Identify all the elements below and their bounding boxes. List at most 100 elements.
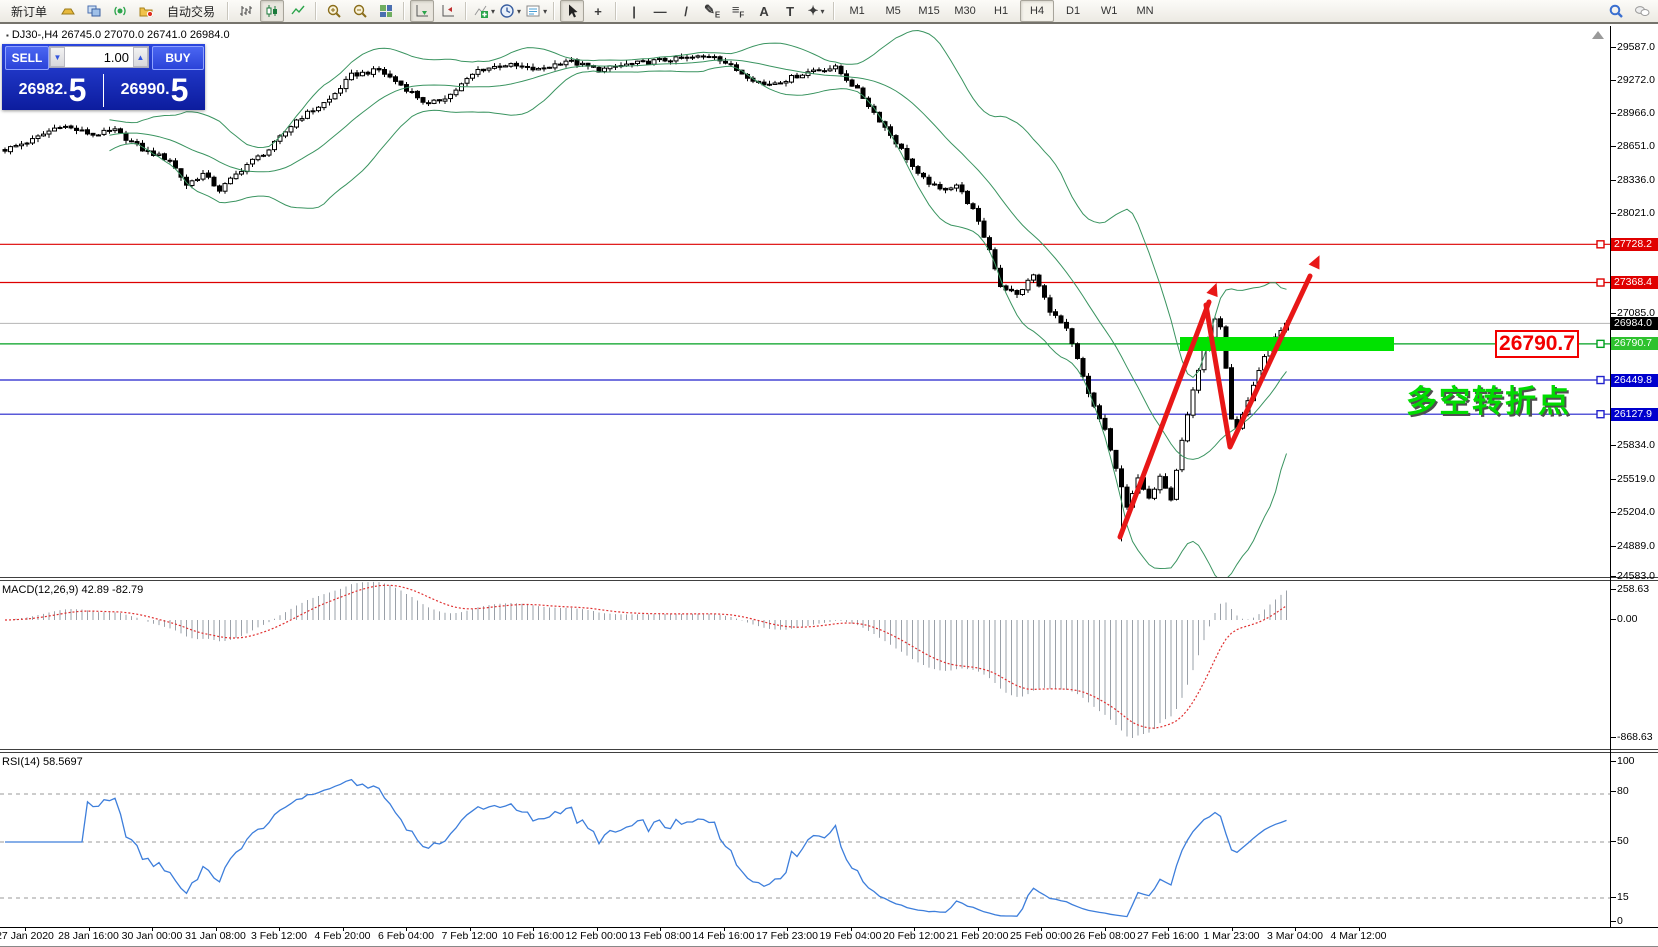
chart-shift-icon[interactable] — [436, 0, 460, 22]
time-tick — [88, 927, 90, 931]
horizontal-line-icon[interactable]: — — [653, 3, 667, 19]
toolbar-separator — [227, 2, 230, 20]
tile-windows-icon[interactable] — [374, 0, 398, 22]
toolbar: 新订单 自动交易 ▾ ▾ ▾ + | — / ✎E ≡F A T ✦ ▾ M1 M5 M15 M30 H1 H4 D1 W1… — [0, 0, 1658, 24]
price-tick: 28336.0 — [1611, 173, 1655, 186]
new-order-button[interactable]: 新订单 — [11, 4, 48, 19]
time-label: 6 Feb 04:00 — [377, 930, 435, 942]
arrows-icon[interactable]: ✦ ▾ — [807, 3, 825, 18]
line-chart-icon[interactable] — [286, 0, 310, 22]
price-tick: 28021.0 — [1611, 207, 1655, 220]
time-tick — [406, 927, 407, 931]
time-tick — [152, 927, 153, 931]
macd-tick: 0.00 — [1610, 613, 1638, 625]
time-label: 25 Feb 00:00 — [1010, 930, 1072, 942]
toolbar-separator — [615, 2, 618, 20]
rsi-splitter[interactable] — [0, 749, 1658, 753]
search-icon[interactable] — [1604, 0, 1628, 22]
time-label: 17 Feb 23:00 — [756, 930, 818, 942]
time-label: 26 Feb 08:00 — [1073, 930, 1136, 942]
ingot-icon[interactable] — [56, 0, 80, 22]
timeframe-m30-button[interactable]: M30 — [954, 5, 976, 17]
volume-decrease-button[interactable]: ▼ — [50, 47, 65, 67]
timeframe-mn-button[interactable]: MN — [1136, 5, 1154, 17]
sell-button[interactable]: SELL — [5, 46, 49, 70]
turning-point-annotation[interactable]: 多空转折点 — [1406, 384, 1571, 419]
price-level-label: 26127.9 — [1611, 407, 1658, 421]
trendline-icon[interactable]: / — [684, 3, 688, 19]
crosshair-icon[interactable]: + — [594, 3, 602, 19]
dropdown-caret-icon[interactable]: ▾ — [543, 6, 548, 16]
time-tick — [469, 927, 471, 931]
timeframe-d1-button[interactable]: D1 — [1066, 5, 1081, 17]
toolbar-separator — [553, 2, 556, 20]
macd-splitter[interactable] — [0, 577, 1658, 581]
time-label: 3 Mar 04:00 — [1266, 930, 1324, 942]
timeframe-m5-button[interactable]: M5 — [885, 5, 901, 17]
time-tick — [977, 927, 979, 931]
cursor-icon[interactable] — [560, 0, 585, 22]
terminals-icon[interactable] — [82, 0, 106, 22]
rsi-tick: 0 — [1611, 915, 1623, 927]
time-label: 3 Feb 12:00 — [250, 930, 308, 942]
text-icon[interactable]: A — [759, 3, 769, 19]
equidistant-channel-icon[interactable]: ✎E — [703, 2, 721, 20]
timeframe-h1-button[interactable]: H1 — [994, 5, 1009, 17]
time-label: 30 Jan 00:00 — [121, 930, 183, 942]
symbol-bullet-icon: ▪ — [6, 31, 9, 40]
volume-input[interactable] — [65, 47, 133, 67]
buy-button[interactable]: BUY — [152, 46, 204, 70]
price-axis-line — [1610, 26, 1611, 927]
price-divider — [103, 74, 104, 107]
text-label-icon[interactable]: T — [786, 3, 795, 19]
data-folder-icon[interactable] — [134, 0, 158, 22]
auto-scroll-icon[interactable] — [410, 0, 435, 22]
time-label: 27 Feb 16:00 — [1137, 930, 1199, 942]
chat-icon[interactable] — [1630, 0, 1654, 22]
price-tick: 24889.0 — [1611, 539, 1655, 552]
price-tick: 25834.0 — [1611, 439, 1655, 452]
time-label: 12 Feb 00:00 — [565, 930, 628, 942]
bar-chart-icon[interactable] — [234, 0, 258, 22]
price-tick: 29272.0 — [1611, 74, 1655, 87]
zoom-in-icon[interactable] — [322, 0, 346, 22]
toolbar-separator — [403, 2, 406, 20]
periods-icon[interactable]: ▾ — [498, 0, 522, 22]
timeframe-h4-button[interactable]: H4 — [1020, 0, 1055, 22]
templates-icon[interactable]: ▾ — [524, 0, 548, 22]
trade-panel-controls: SELL ▼ ▲ BUY — [2, 44, 205, 70]
dropdown-caret-icon[interactable]: ▾ — [491, 6, 496, 16]
indicators-icon[interactable]: ▾ — [472, 0, 496, 22]
vertical-line-icon[interactable]: | — [632, 3, 636, 19]
sell-price[interactable]: 26982. 5 — [18, 72, 87, 108]
time-tick — [1295, 927, 1296, 931]
timeframe-m15-button[interactable]: M15 — [918, 5, 940, 17]
price-tag-label[interactable]: 26790.7 — [1495, 330, 1579, 358]
time-label: 28 Jan 16:00 — [58, 930, 119, 942]
fibonacci-icon[interactable]: ≡F — [731, 2, 745, 20]
symbol-ohlc-line: ▪ DJ30-,H4 26745.0 27070.0 26741.0 26984.… — [6, 29, 230, 41]
rsi-tick: 100 — [1611, 755, 1635, 767]
signal-icon[interactable] — [108, 0, 132, 22]
volume-increase-button[interactable]: ▲ — [133, 47, 148, 67]
time-tick — [1358, 927, 1360, 931]
dropdown-caret-icon[interactable]: ▾ — [820, 6, 825, 16]
timeframe-w1-button[interactable]: W1 — [1100, 5, 1118, 17]
macd-tick: 258.63 — [1610, 583, 1650, 595]
time-tick — [342, 927, 344, 931]
time-label: 1 Mar 23:00 — [1203, 930, 1260, 942]
time-label: 7 Feb 12:00 — [441, 930, 498, 942]
time-tick — [660, 927, 661, 931]
candlestick-chart-icon[interactable] — [260, 0, 285, 22]
dropdown-caret-icon[interactable]: ▾ — [517, 6, 522, 16]
auto-trading-button[interactable]: 自动交易 — [167, 4, 216, 19]
time-label: 10 Feb 16:00 — [502, 930, 564, 942]
scroll-to-end-marker[interactable] — [1592, 31, 1604, 39]
macd-label: MACD(12,26,9) 42.89 -82.79 — [2, 584, 144, 596]
zoom-out-icon[interactable] — [348, 0, 372, 22]
price-tick: 25519.0 — [1611, 472, 1655, 485]
timeframe-m1-button[interactable]: M1 — [849, 5, 865, 17]
buy-price[interactable]: 26990. 5 — [120, 72, 189, 108]
time-label: 13 Feb 08:00 — [629, 930, 691, 942]
